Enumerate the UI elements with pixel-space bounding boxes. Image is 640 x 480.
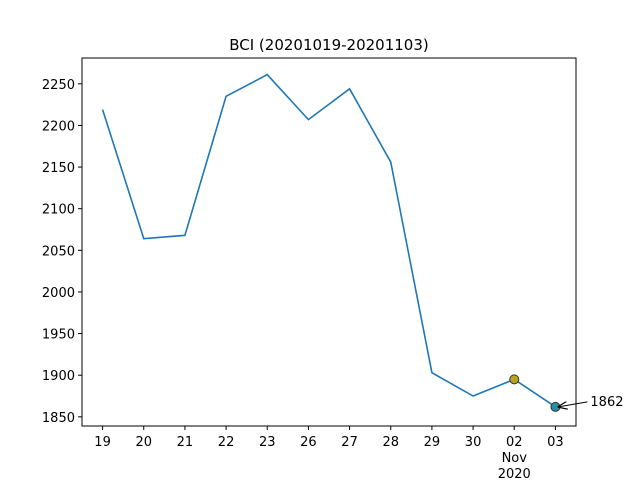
x-tick-label: 19 (94, 435, 111, 450)
y-tick-label: 2150 (42, 161, 75, 176)
x-tick-label: 27 (341, 435, 358, 450)
chart-title: BCI (20201019-20201103) (229, 36, 429, 54)
y-tick-label: 1850 (42, 411, 75, 426)
x-tick-label: 03 (547, 435, 564, 450)
line (101, 73, 556, 408)
x-tick-label: 23 (259, 435, 276, 450)
x-tick-label: 02 Nov 2020 (498, 435, 531, 480)
x-tick-label: 29 (424, 435, 441, 450)
x-tick-label: 26 (300, 435, 317, 450)
marker (509, 374, 520, 385)
x-tick-label: 30 (465, 435, 482, 450)
y-tick-label: 2000 (42, 286, 75, 301)
annotation: 1862 (590, 395, 623, 410)
x-tick-label: 20 (135, 435, 152, 450)
x-tick-label: 28 (382, 435, 399, 450)
y-tick-label: 2250 (42, 78, 75, 93)
x-tick-label: 21 (177, 435, 194, 450)
y-tick-label: 2050 (42, 244, 75, 259)
x-tick-label: 22 (218, 435, 235, 450)
annotation-arrow (558, 401, 588, 407)
y-tick-label: 2200 (42, 119, 75, 134)
y-tick-label: 1900 (42, 369, 75, 384)
y-tick-label: 2100 (42, 203, 75, 218)
y-tick-label: 1950 (42, 328, 75, 343)
plot-frame (81, 57, 577, 427)
